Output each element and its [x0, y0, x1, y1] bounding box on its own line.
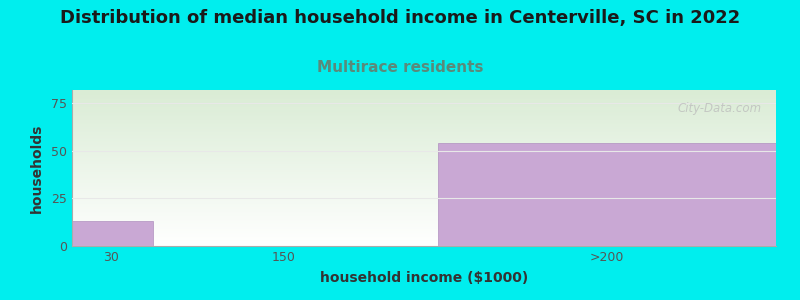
Bar	[438, 143, 776, 246]
X-axis label: household income ($1000): household income ($1000)	[320, 271, 528, 285]
Bar	[72, 221, 153, 246]
Y-axis label: households: households	[30, 123, 44, 213]
Text: City-Data.com: City-Data.com	[678, 103, 762, 116]
Text: Multirace residents: Multirace residents	[317, 60, 483, 75]
Text: Distribution of median household income in Centerville, SC in 2022: Distribution of median household income …	[60, 9, 740, 27]
